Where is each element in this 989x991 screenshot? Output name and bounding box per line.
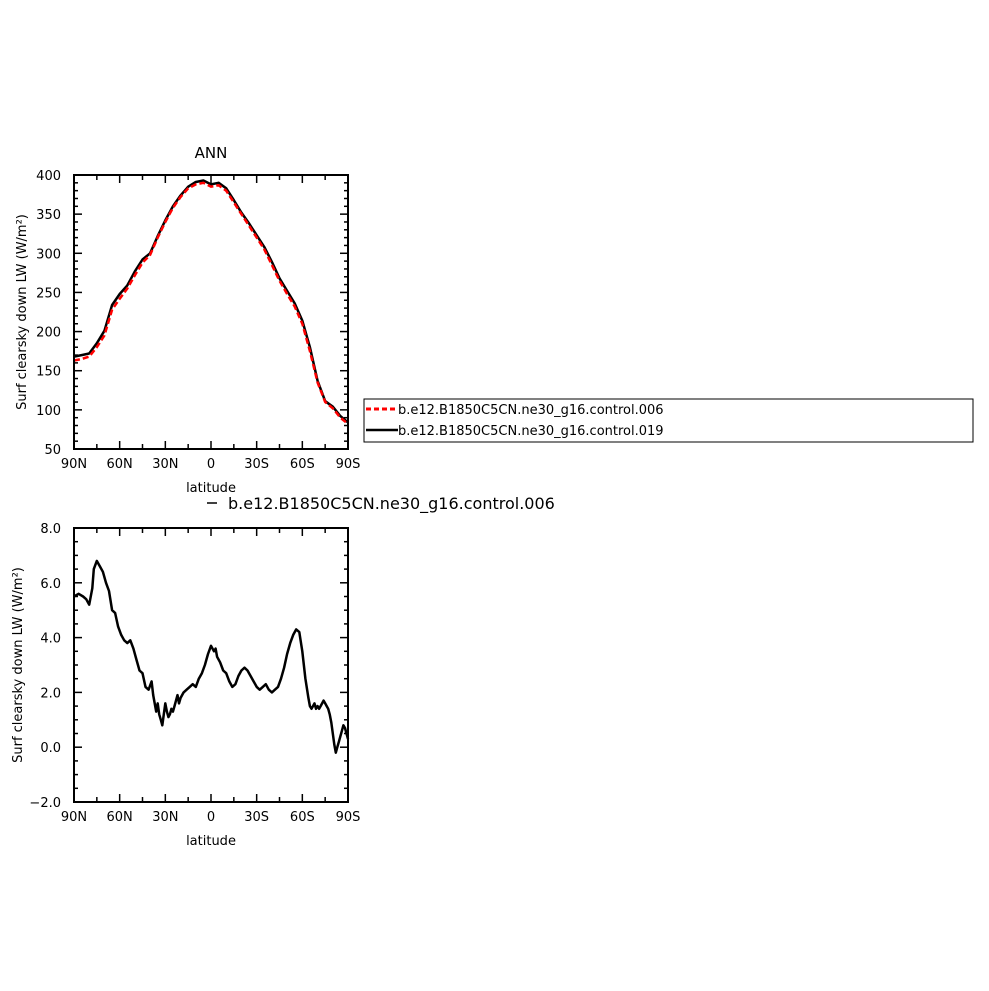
legend: b.e12.B1850C5CN.ne30_g16.control.006 b.e… [363,398,974,443]
bottom-panel: b.e12.B1850C5CN.ne30_g16.control.006 90N… [11,494,555,849]
top-x-axis-label: latitude [186,481,236,496]
bottom-y-tick-label: 2.0 [40,686,61,701]
bottom-x-tick-label: 90S [336,810,361,825]
legend-entry-019: b.e12.B1850C5CN.ne30_g16.control.019 [398,424,664,439]
legend-box [363,398,974,443]
bottom-y-tick-label: 4.0 [40,632,61,647]
top-series-group [73,179,349,425]
top-y-tick-label: 150 [36,365,61,380]
top-x-tick-label: 30N [152,457,178,472]
top-x-tick-label: 60S [290,457,315,472]
bottom-series-group [73,559,350,754]
top-x-tick-label: 90S [336,457,361,472]
top-x-tick-label: 0 [207,457,215,472]
legend-entry-006: b.e12.B1850C5CN.ne30_g16.control.006 [398,403,664,418]
bottom-x-tick-label: 60N [107,810,133,825]
top-y-tick-label: 100 [36,404,61,419]
top-axis-ticks: 90N 60N 30N 0 30S 60S 90S 50 100 150 200 250 300 350 4… [36,169,360,472]
top-y-tick-label: 400 [36,169,61,184]
bottom-y-axis-label: Surf clearsky down LW (W/m²) [11,567,26,763]
top-panel: ANN 90N 60N 30N 0 30S 60S 90S 50 100 150 200 250 300… [15,144,360,496]
top-chart-title: ANN [195,144,228,162]
top-x-tick-label: 30S [244,457,269,472]
top-series-line-1 [73,179,349,424]
top-y-tick-label: 50 [44,443,61,458]
bottom-x-tick-label: 0 [207,810,215,825]
top-x-tick-label: 90N [61,457,87,472]
bottom-chart-title: b.e12.B1850C5CN.ne30_g16.control.006 [228,494,555,514]
top-y-axis-label: Surf clearsky down LW (W/m²) [15,214,30,410]
top-y-tick-label: 350 [36,208,61,223]
bottom-y-tick-label: −2.0 [29,796,61,811]
top-x-tick-label: 60N [107,457,133,472]
bottom-x-tick-label: 30N [152,810,178,825]
bottom-y-tick-label: 6.0 [40,577,61,592]
top-plot-frame [73,174,349,450]
top-y-tick-label: 250 [36,286,61,301]
bottom-series-line-0 [73,559,350,754]
bottom-x-tick-label: 90N [61,810,87,825]
bottom-x-tick-label: 30S [244,810,269,825]
top-series-line-0 [73,181,349,425]
top-y-tick-label: 200 [36,326,61,341]
bottom-x-tick-label: 60S [290,810,315,825]
bottom-y-tick-label: 8.0 [40,522,61,537]
bottom-plot-frame [73,527,349,803]
bottom-y-tick-label: 0.0 [40,741,61,756]
bottom-axis-ticks: 90N 60N 30N 0 30S 60S 90S −2.0 0.0 2.0 4.0 6.0 8.0 [29,522,360,825]
top-y-tick-label: 300 [36,247,61,262]
bottom-x-axis-label: latitude [186,834,236,849]
